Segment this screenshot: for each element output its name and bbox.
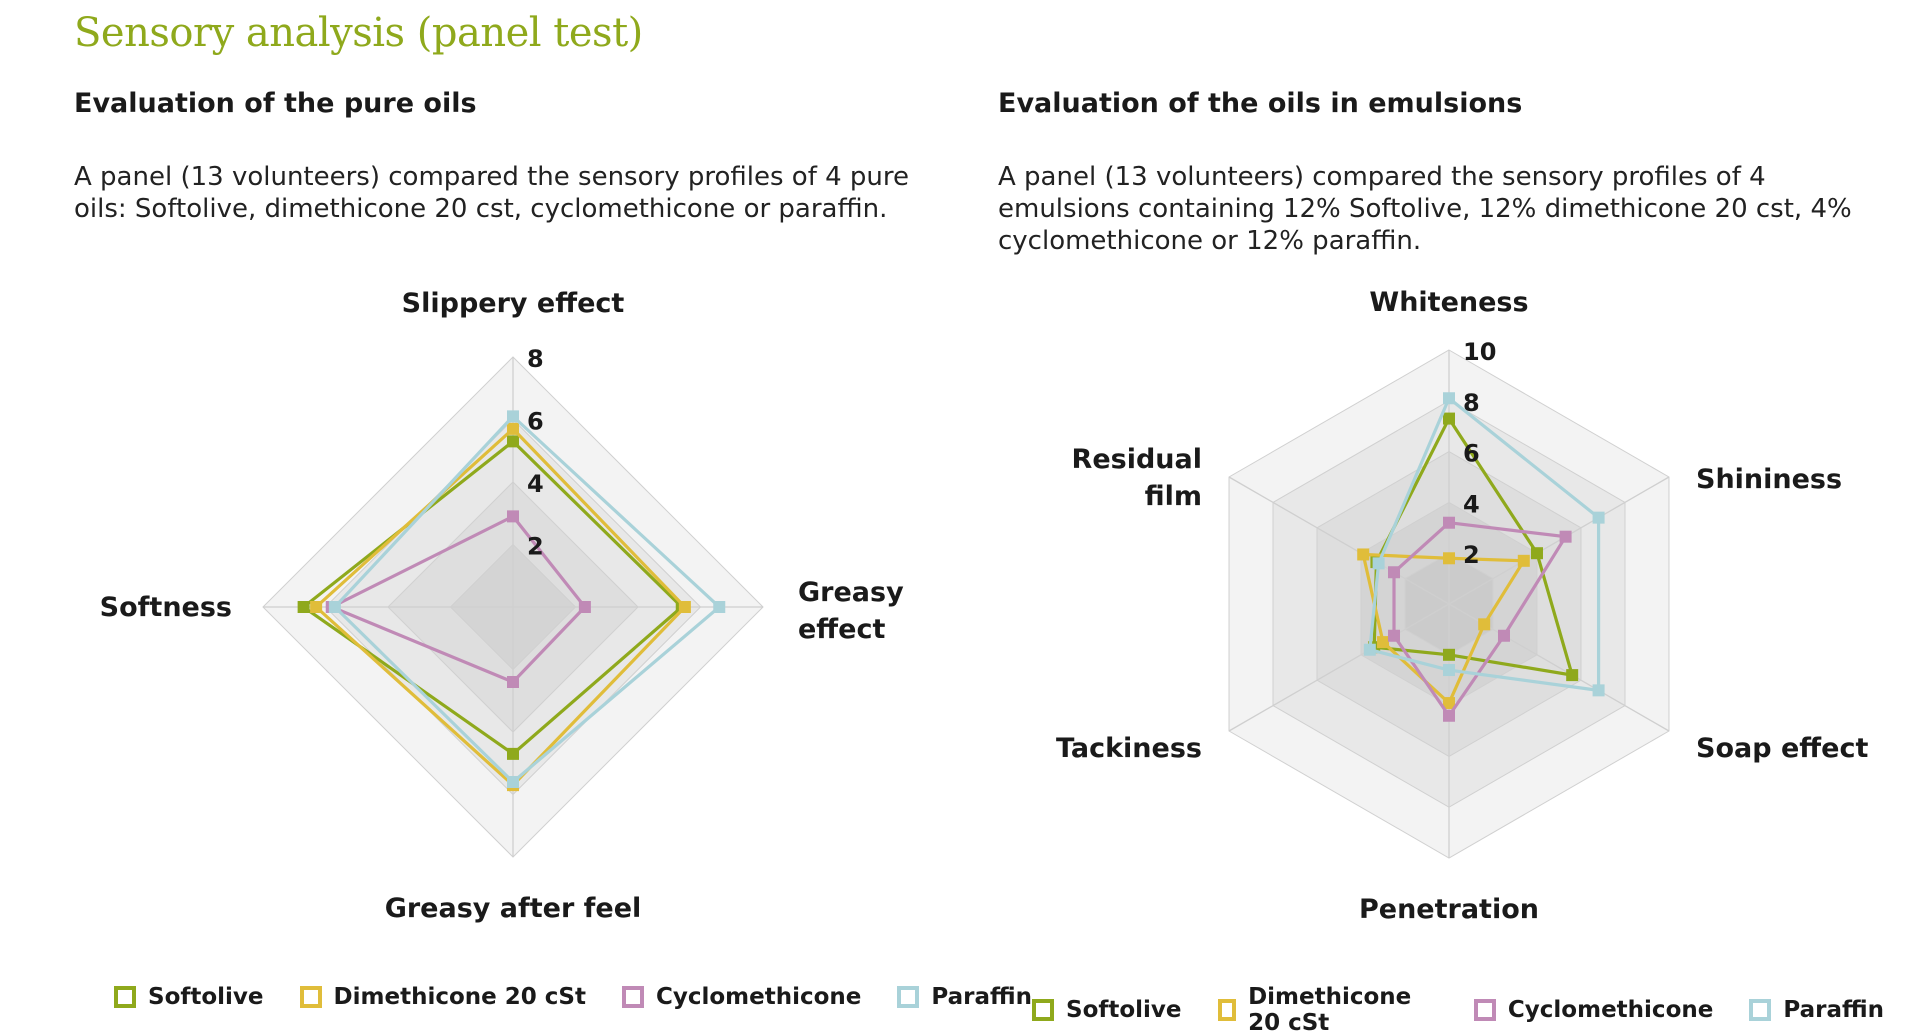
data-point bbox=[1530, 547, 1543, 560]
section-heading: Evaluation of the oils in emulsions bbox=[998, 88, 1523, 119]
radar-chart-0: 2 4 6 8 Slippery effect Greasy effect Greasy af… bbox=[100, 288, 904, 924]
legend-label: Softolive bbox=[148, 984, 264, 1010]
legend-item: Dimethicone 20 cSt bbox=[299, 984, 586, 1010]
legend-label: Cyclomethicone bbox=[1507, 997, 1714, 1023]
data-point bbox=[1592, 684, 1605, 697]
axis-label: Shininess bbox=[1696, 464, 1842, 495]
axis-label: Greasy effect bbox=[798, 577, 904, 645]
data-point bbox=[1443, 516, 1455, 529]
legend-item: Paraffin bbox=[897, 984, 1032, 1010]
legend-item: Softolive bbox=[114, 984, 264, 1010]
data-point bbox=[678, 601, 691, 613]
data-point bbox=[1566, 669, 1579, 682]
data-point bbox=[507, 510, 519, 523]
legend-swatch bbox=[114, 986, 136, 1008]
axis-label: Soap effect bbox=[1696, 733, 1868, 764]
data-point bbox=[713, 601, 726, 613]
data-point bbox=[328, 601, 341, 613]
data-point bbox=[1443, 552, 1455, 565]
tick-label: 2 bbox=[527, 533, 544, 561]
data-point bbox=[507, 410, 519, 423]
tick-label: 6 bbox=[527, 408, 544, 436]
data-point bbox=[297, 601, 310, 613]
data-point bbox=[507, 435, 519, 448]
data-point bbox=[1497, 629, 1510, 642]
data-point bbox=[1559, 530, 1572, 543]
data-point bbox=[1443, 648, 1455, 661]
data-point bbox=[1517, 554, 1530, 567]
data-point bbox=[1363, 643, 1376, 656]
page-title: Sensory analysis (panel test) bbox=[74, 10, 643, 56]
axis-spoke bbox=[1448, 476, 1670, 605]
legend-label: Softolive bbox=[1066, 997, 1182, 1023]
axis-spoke bbox=[1228, 603, 1450, 732]
tick-label: 8 bbox=[1463, 389, 1480, 417]
axis-label: Residual film bbox=[1072, 444, 1202, 512]
axis-label: Penetration bbox=[1359, 894, 1539, 925]
data-point bbox=[578, 601, 591, 613]
legend-swatch bbox=[299, 986, 322, 1008]
data-point bbox=[310, 601, 323, 613]
section-pure-oils: Evaluation of the pure oils A panel (13 … bbox=[74, 88, 974, 225]
axis-label: Greasy after feel bbox=[385, 893, 642, 924]
data-point bbox=[1443, 709, 1455, 722]
data-point bbox=[1443, 664, 1455, 677]
legend-label: Dimethicone 20 cSt bbox=[333, 984, 586, 1010]
data-point bbox=[1592, 511, 1605, 524]
data-point bbox=[1388, 629, 1401, 642]
data-point bbox=[1443, 392, 1455, 405]
data-point bbox=[1372, 557, 1385, 570]
axis-label: Whiteness bbox=[1369, 287, 1528, 318]
legend-swatch bbox=[621, 986, 644, 1008]
tick-label: 2 bbox=[1463, 541, 1480, 569]
legend-item: Dimethicone 20 cSt bbox=[1217, 984, 1438, 1036]
data-point bbox=[1357, 548, 1370, 561]
section-emulsions: Evaluation of the oils in emulsions A pa… bbox=[998, 88, 1898, 257]
data-point bbox=[507, 776, 519, 788]
section-heading: Evaluation of the pure oils bbox=[74, 88, 477, 119]
legend-swatch bbox=[1217, 999, 1237, 1021]
data-point bbox=[1443, 697, 1455, 710]
data-point bbox=[1478, 618, 1491, 631]
data-point bbox=[507, 676, 519, 688]
axis-label: Slippery effect bbox=[402, 288, 625, 319]
data-point bbox=[1377, 636, 1390, 649]
legend-label: Paraffin bbox=[931, 984, 1033, 1010]
tick-label: 6 bbox=[1463, 440, 1480, 468]
legend-emulsions: Softolive Dimethicone 20 cSt Cyclomethicon… bbox=[1032, 984, 1920, 1036]
axis-spoke bbox=[1228, 476, 1450, 605]
tick-label: 8 bbox=[527, 345, 544, 373]
legend-pure-oils: Softolive Dimethicone 20 cSt Cyclomethicon… bbox=[114, 984, 1068, 1010]
data-point bbox=[1388, 566, 1401, 579]
tick-label: 4 bbox=[527, 470, 544, 498]
legend-swatch bbox=[1749, 999, 1772, 1021]
axis-label: Softness bbox=[100, 592, 232, 623]
legend-swatch bbox=[1032, 999, 1054, 1021]
tick-label: 10 bbox=[1463, 338, 1496, 366]
radar-chart-1: 2 4 6 8 10 Whiteness Shininess Soap effect Penet… bbox=[1056, 287, 1869, 925]
legend-item: Cyclomethicone bbox=[1473, 997, 1714, 1023]
legend-swatch bbox=[897, 986, 920, 1008]
data-point bbox=[1443, 412, 1455, 425]
axis-label: Tackiness bbox=[1056, 733, 1202, 764]
legend-item: Softolive bbox=[1032, 997, 1182, 1023]
data-point bbox=[507, 747, 519, 760]
legend-label: Dimethicone 20 cSt bbox=[1248, 984, 1412, 1036]
tick-label: 4 bbox=[1463, 490, 1480, 518]
legend-item: Paraffin bbox=[1749, 997, 1884, 1023]
legend-label: Paraffin bbox=[1783, 997, 1884, 1023]
legend-item: Cyclomethicone bbox=[621, 984, 862, 1010]
legend-label: Cyclomethicone bbox=[655, 984, 862, 1010]
section-description: A panel (13 volunteers) compared the sen… bbox=[998, 162, 1852, 256]
legend-swatch bbox=[1473, 999, 1496, 1021]
data-point bbox=[507, 422, 519, 435]
section-description: A panel (13 volunteers) compared the sen… bbox=[74, 162, 910, 224]
